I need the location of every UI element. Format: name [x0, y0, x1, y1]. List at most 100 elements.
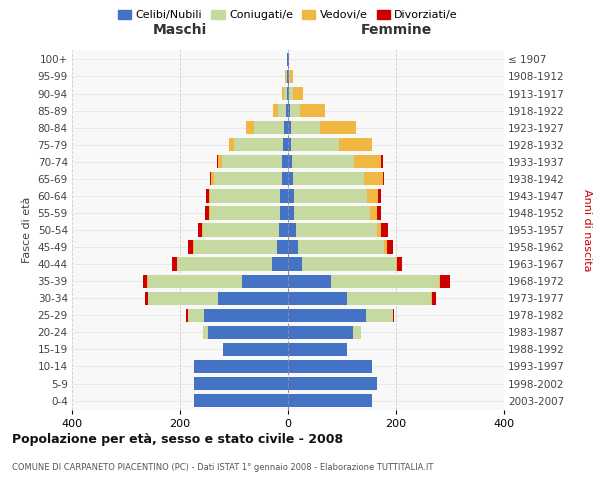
Bar — [370, 206, 377, 220]
Bar — [193, 360, 288, 373]
Bar — [284, 121, 288, 134]
Bar — [377, 206, 381, 220]
Bar — [287, 87, 288, 100]
Bar — [298, 240, 384, 254]
Bar — [281, 172, 288, 186]
Bar — [296, 224, 377, 236]
Bar — [288, 308, 366, 322]
Bar — [208, 326, 288, 339]
Bar — [366, 308, 394, 322]
Bar — [288, 189, 295, 202]
Bar — [281, 155, 288, 168]
Bar — [193, 377, 288, 390]
Bar — [439, 274, 440, 288]
Bar — [289, 87, 293, 100]
Bar — [288, 206, 295, 220]
Bar — [210, 189, 280, 202]
Bar — [288, 155, 292, 168]
Bar — [217, 155, 218, 168]
Bar — [290, 138, 340, 151]
Bar — [210, 172, 211, 186]
Bar — [198, 224, 202, 236]
Bar — [384, 240, 387, 254]
Bar — [295, 189, 367, 202]
Bar — [242, 274, 288, 288]
Bar — [355, 155, 382, 168]
Bar — [295, 206, 370, 220]
Bar — [234, 138, 283, 151]
Bar — [288, 87, 289, 100]
Bar — [279, 224, 288, 236]
Bar — [254, 121, 284, 134]
Bar — [218, 292, 288, 305]
Bar — [289, 70, 290, 83]
Text: Femmine: Femmine — [361, 23, 431, 37]
Bar — [288, 70, 289, 83]
Bar — [145, 292, 148, 305]
Text: Maschi: Maschi — [153, 23, 207, 37]
Bar — [281, 87, 284, 100]
Bar — [293, 172, 364, 186]
Bar — [288, 326, 353, 339]
Bar — [229, 138, 234, 151]
Bar — [202, 224, 203, 236]
Bar — [292, 155, 355, 168]
Bar — [387, 240, 394, 254]
Bar — [204, 308, 288, 322]
Bar — [288, 258, 302, 271]
Bar — [293, 87, 303, 100]
Bar — [367, 189, 378, 202]
Bar — [272, 258, 288, 271]
Bar — [209, 206, 210, 220]
Bar — [246, 121, 254, 134]
Bar — [377, 224, 382, 236]
Bar — [203, 224, 279, 236]
Bar — [222, 155, 281, 168]
Bar — [286, 70, 287, 83]
Bar — [288, 377, 377, 390]
Bar — [331, 274, 439, 288]
Bar — [290, 121, 320, 134]
Bar — [340, 138, 372, 151]
Bar — [288, 138, 290, 151]
Bar — [187, 308, 188, 322]
Bar — [223, 343, 288, 356]
Bar — [382, 224, 388, 236]
Bar — [178, 258, 272, 271]
Bar — [286, 104, 288, 117]
Bar — [431, 292, 436, 305]
Bar — [214, 172, 281, 186]
Bar — [277, 240, 288, 254]
Bar — [290, 104, 301, 117]
Bar — [301, 104, 325, 117]
Bar — [188, 240, 193, 254]
Bar — [283, 138, 288, 151]
Bar — [203, 326, 208, 339]
Bar — [193, 240, 277, 254]
Bar — [278, 104, 286, 117]
Bar — [288, 274, 331, 288]
Y-axis label: Fasce di età: Fasce di età — [22, 197, 32, 263]
Bar — [288, 360, 372, 373]
Bar — [353, 326, 361, 339]
Bar — [302, 258, 396, 271]
Bar — [290, 70, 293, 83]
Bar — [288, 292, 347, 305]
Bar — [209, 189, 210, 202]
Bar — [188, 308, 204, 322]
Bar — [383, 172, 384, 186]
Bar — [280, 189, 288, 202]
Bar — [193, 394, 288, 407]
Legend: Celibi/Nubili, Coniugati/e, Vedovi/e, Divorziati/e: Celibi/Nubili, Coniugati/e, Vedovi/e, Di… — [113, 5, 463, 24]
Bar — [206, 189, 209, 202]
Bar — [280, 206, 288, 220]
Bar — [172, 258, 177, 271]
Bar — [288, 121, 290, 134]
Bar — [210, 206, 280, 220]
Bar — [382, 155, 383, 168]
Bar — [218, 155, 222, 168]
Bar — [288, 224, 296, 236]
Bar — [148, 274, 242, 288]
Bar — [288, 104, 290, 117]
Bar — [288, 394, 372, 407]
